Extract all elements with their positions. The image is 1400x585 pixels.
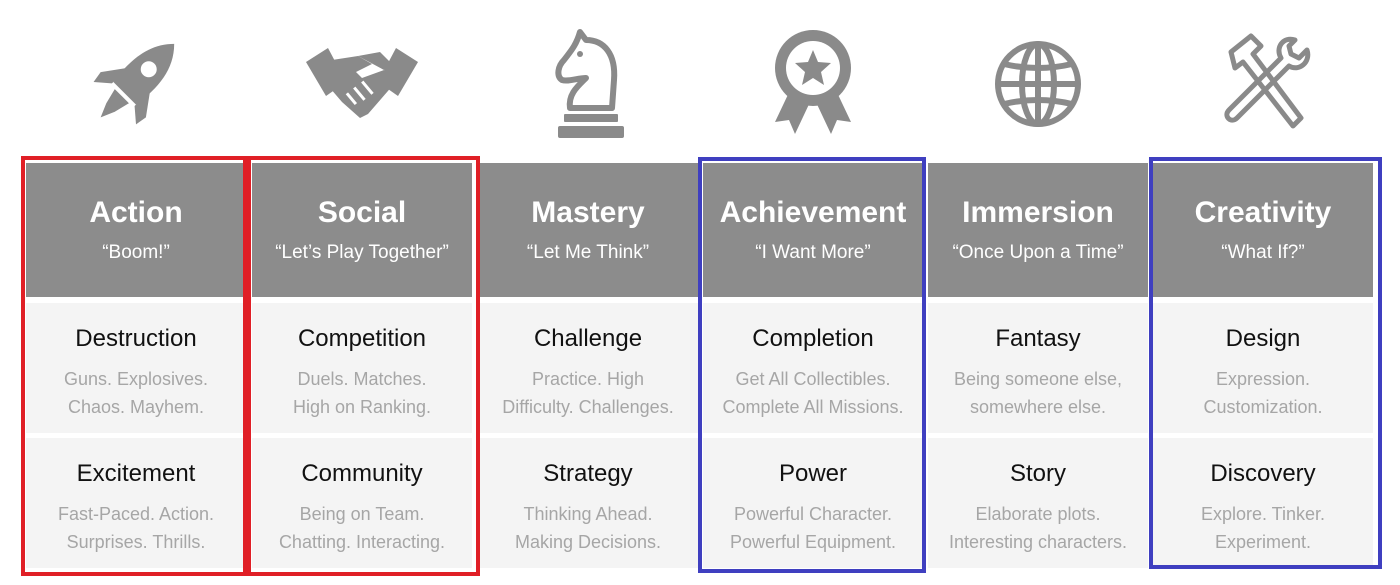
cell-title: Strategy: [543, 460, 633, 487]
cell-title: Power: [778, 460, 848, 487]
column-title: Social: [317, 196, 407, 229]
rocket-icon: [76, 22, 196, 142]
award-ribbon-icon: [753, 22, 873, 142]
cell-title: Challenge: [533, 325, 643, 352]
column-creativity: Creativity “What If?” Design Expression.…: [1153, 0, 1373, 585]
cell-fantasy: Fantasy Being someone else, somewhere els…: [928, 303, 1148, 433]
cell-description: Being on Team. Chatting. Interacting.: [278, 504, 446, 552]
cell-title: Competition: [297, 325, 427, 352]
cell-description: Powerful Character. Powerful Equipment.: [729, 504, 897, 552]
chess-knight-icon: [528, 22, 648, 142]
cell-strategy: Strategy Thinking Ahead. Making Decisions…: [478, 438, 698, 568]
handshake-icon: [302, 22, 422, 142]
cell-title: Community: [301, 460, 423, 487]
cell-community: Community Being on Team. Chatting. Intera…: [252, 438, 472, 568]
cell-design: Design Expression. Customization.: [1153, 303, 1373, 433]
cell-description: Duels. Matches. High on Ranking.: [292, 369, 432, 417]
cell-story: Story Elaborate plots. Interesting charac…: [928, 438, 1148, 568]
cell-title: Destruction: [75, 325, 197, 352]
header-mastery: Mastery “Let Me Think”: [478, 163, 698, 297]
column-quote: “Once Upon a Time”: [952, 242, 1124, 263]
column-immersion: Immersion “Once Upon a Time” Fantasy Bei…: [928, 0, 1148, 585]
cell-description: Being someone else, somewhere else.: [953, 369, 1123, 417]
cell-title: Excitement: [76, 460, 196, 487]
header-action: Action “Boom!”: [26, 163, 246, 297]
column-quote: “Let’s Play Together”: [275, 242, 449, 263]
cell-title: Fantasy: [995, 325, 1081, 352]
column-title: Action: [89, 196, 183, 229]
header-creativity: Creativity “What If?”: [1153, 163, 1373, 297]
cell-power: Power Powerful Character. Powerful Equipm…: [703, 438, 923, 568]
header-social: Social “Let’s Play Together”: [252, 163, 472, 297]
cell-description: Guns. Explosives. Chaos. Mayhem.: [63, 369, 209, 417]
cell-description: Fast-Paced. Action. Surprises. Thrills.: [57, 504, 215, 552]
cell-title: Completion: [752, 325, 874, 352]
column-mastery: Mastery “Let Me Think” Challenge Practic…: [478, 0, 698, 585]
column-action: Action “Boom!” Destruction Guns. Explosi…: [26, 0, 246, 585]
cell-description: Thinking Ahead. Making Decisions.: [514, 504, 662, 552]
cell-excitement: Excitement Fast-Paced. Action. Surprises.…: [26, 438, 246, 568]
column-title: Creativity: [1194, 196, 1332, 229]
cell-title: Design: [1225, 325, 1301, 352]
globe-icon: [978, 22, 1098, 142]
cell-description: Expression. Customization.: [1203, 369, 1323, 417]
cell-description: Explore. Tinker. Experiment.: [1200, 504, 1326, 552]
cell-description: Practice. High Difficulty. Challenges.: [502, 369, 674, 417]
cell-description: Get All Collectibles. Complete All Missio…: [722, 369, 904, 417]
cell-description: Elaborate plots. Interesting characters.: [948, 504, 1128, 552]
column-title: Immersion: [962, 196, 1114, 229]
column-social: Social “Let’s Play Together” Competition…: [252, 0, 472, 585]
column-quote: “Boom!”: [102, 242, 170, 263]
header-achievement: Achievement “I Want More”: [703, 163, 923, 297]
cell-destruction: Destruction Guns. Explosives. Chaos. Mayh…: [26, 303, 246, 433]
cell-title: Story: [1009, 460, 1066, 487]
cell-discovery: Discovery Explore. Tinker. Experiment.: [1153, 438, 1373, 568]
cell-challenge: Challenge Practice. High Difficulty. Chal…: [478, 303, 698, 433]
column-title: Mastery: [531, 196, 645, 229]
column-achievement: Achievement “I Want More” Completion Get…: [703, 0, 923, 585]
tools-icon: [1203, 22, 1323, 142]
column-quote: “Let Me Think”: [526, 242, 650, 263]
cell-competition: Competition Duels. Matches. High on Ranki…: [252, 303, 472, 433]
cell-title: Discovery: [1210, 460, 1316, 487]
cell-completion: Completion Get All Collectibles. Complete…: [703, 303, 923, 433]
header-immersion: Immersion “Once Upon a Time”: [928, 163, 1148, 297]
column-quote: “What If?”: [1221, 242, 1305, 263]
column-quote: “I Want More”: [755, 242, 871, 263]
column-title: Achievement: [719, 196, 907, 229]
